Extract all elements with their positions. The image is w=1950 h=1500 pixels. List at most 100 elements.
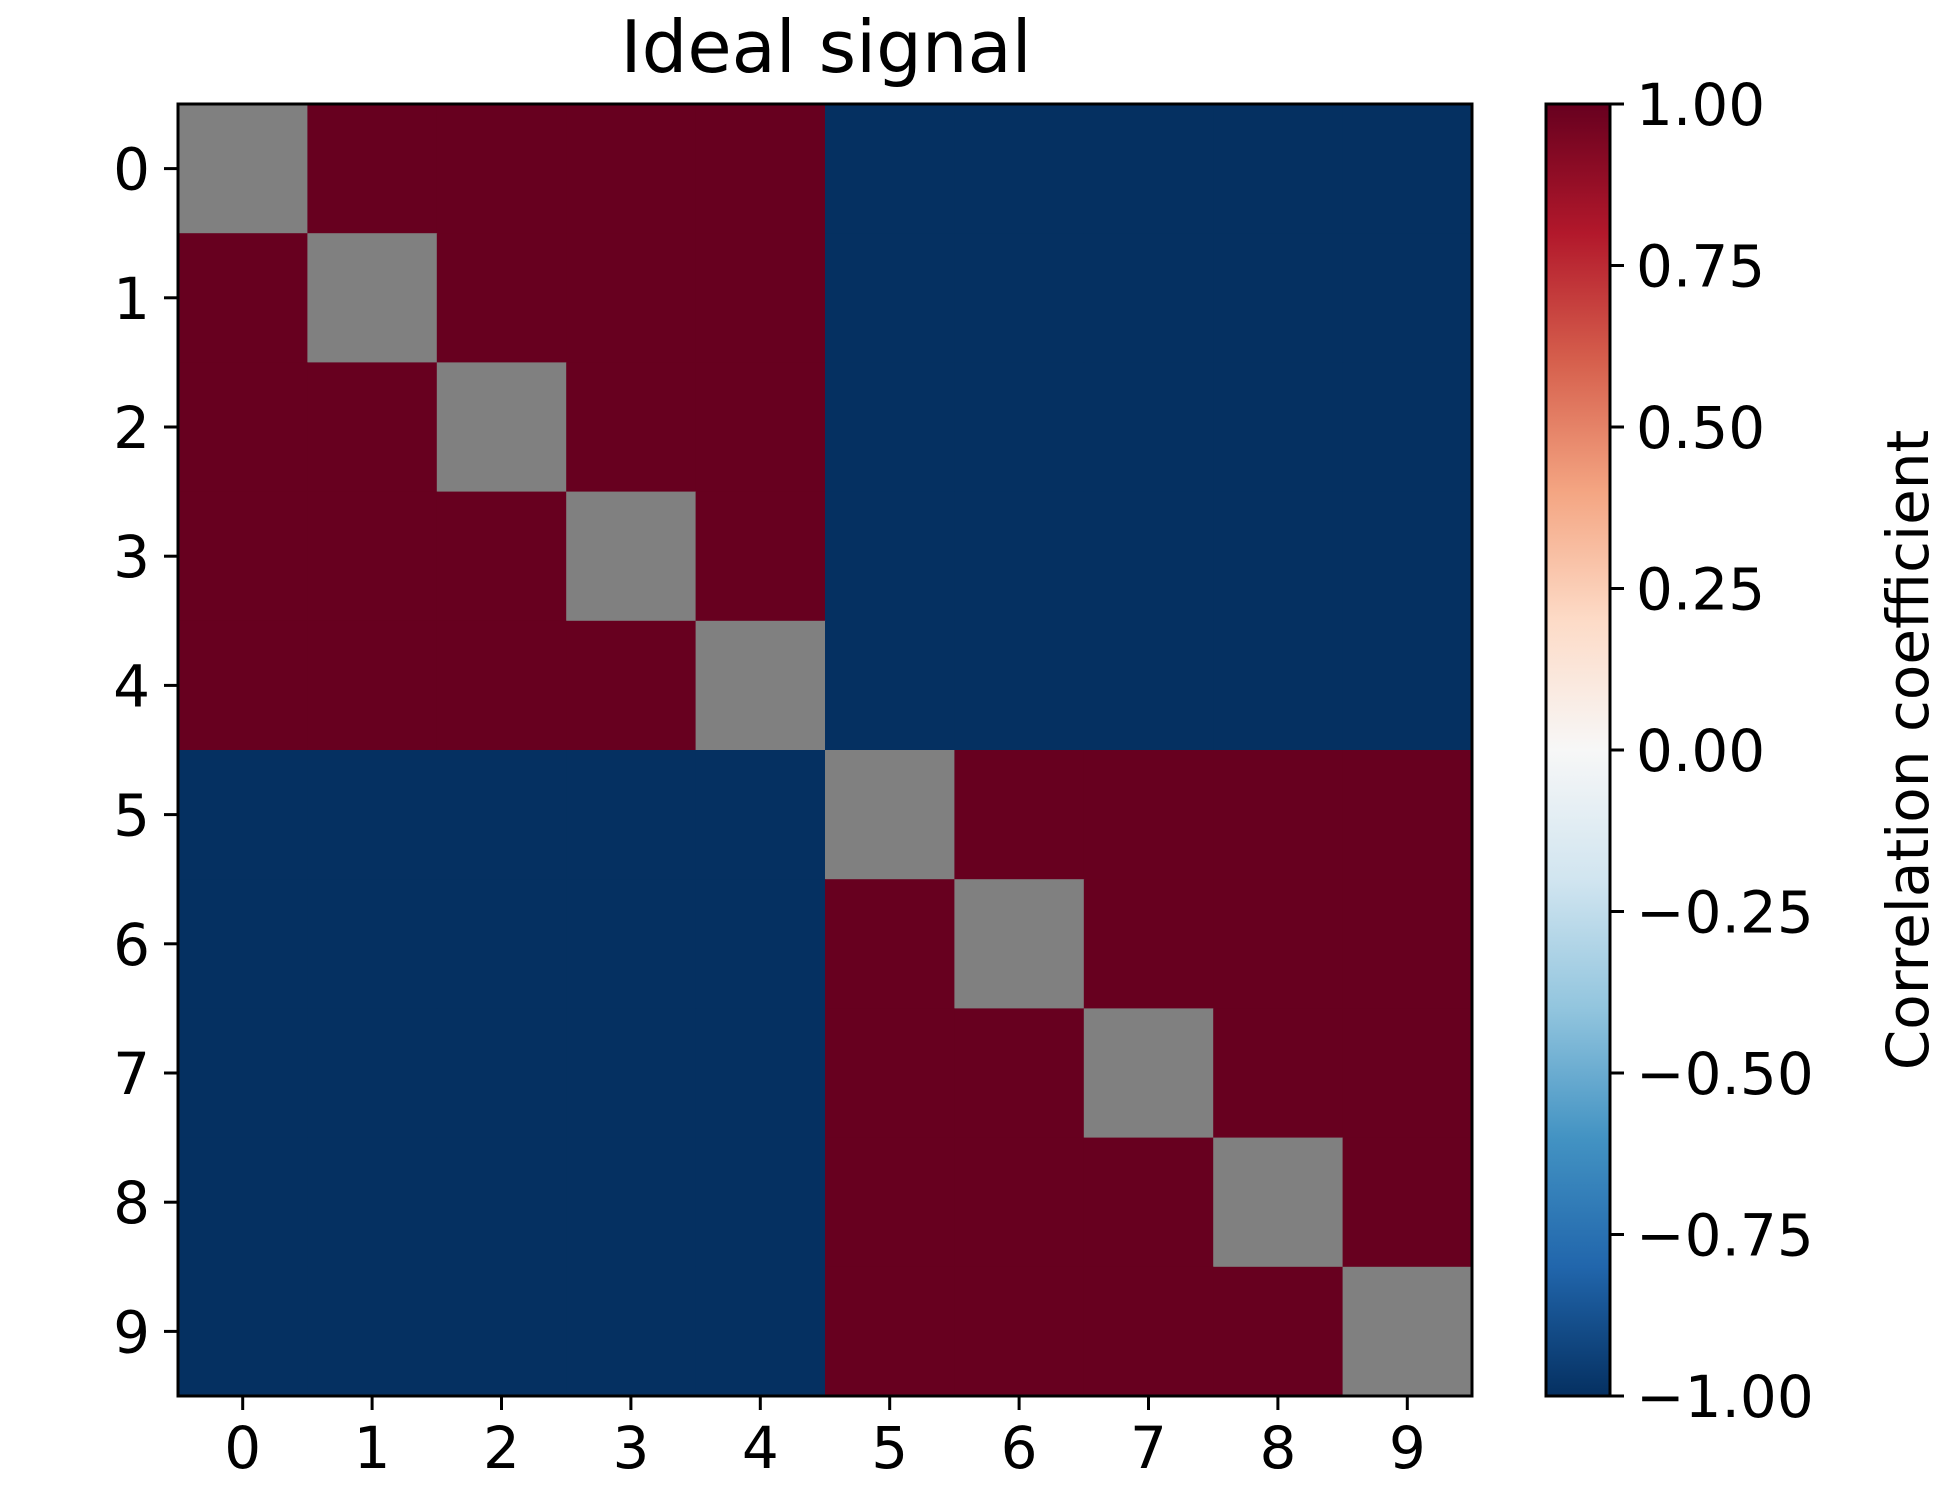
heatmap-cell [178,362,308,493]
heatmap-cell [1083,879,1214,1009]
heatmap-cell [436,1008,567,1139]
heatmap-cell [178,1266,308,1397]
y-axis: 0 1 2 3 4 5 6 7 8 9 [113,136,178,1366]
chart-title: Ideal signal [620,5,1031,89]
heatmap-cell-missing [178,104,308,234]
heatmap-cell [307,104,438,234]
colorbar-tick-label: −0.75 [1636,1202,1814,1270]
x-tick-label: 0 [224,1414,261,1482]
heatmap-cell [566,750,697,880]
heatmap-cell [566,362,697,493]
heatmap-cell [307,362,438,493]
heatmap-cell [954,1137,1085,1268]
heatmap-cell [436,750,567,880]
heatmap-cell [307,620,438,751]
y-tick-label: 6 [113,911,150,979]
heatmap-cell [825,104,955,234]
heatmap-cell [1213,362,1344,493]
heatmap-cells [178,104,1473,1397]
heatmap-cell [436,1137,567,1268]
heatmap-cell [954,104,1085,234]
y-tick-label: 7 [113,1040,150,1108]
heatmap-cell [954,1266,1085,1397]
heatmap-cell [178,879,308,1009]
x-tick-label: 9 [1389,1414,1426,1482]
colorbar-tick-label: −0.50 [1636,1040,1814,1108]
heatmap-cell [825,491,955,622]
colorbar-tick-label: 0.50 [1636,394,1765,462]
y-tick-label: 3 [113,523,150,591]
heatmap-cell [825,1008,955,1139]
heatmap-cell [695,750,826,880]
heatmap-cell [436,491,567,622]
y-tick-label: 1 [113,265,150,333]
heatmap-cell [1342,750,1473,880]
heatmap-cell [1213,1008,1344,1139]
heatmap-cell [695,104,826,234]
heatmap-cell [178,620,308,751]
x-tick-label: 5 [871,1414,908,1482]
heatmap-cell [695,233,826,363]
heatmap-cell [178,491,308,622]
colorbar-label: Correlation coefficient [1874,430,1942,1071]
heatmap-cell [695,1008,826,1139]
colorbar-tick-label: 0.00 [1636,717,1765,785]
heatmap-cell [1213,491,1344,622]
heatmap-cell [954,362,1085,493]
heatmap-cell [1083,104,1214,234]
heatmap-cell [436,1266,567,1397]
heatmap-cell-missing [1213,1137,1344,1268]
y-tick-label: 9 [113,1298,150,1366]
heatmap-cell [436,233,567,363]
heatmap-cell [178,750,308,880]
heatmap-cell [954,620,1085,751]
heatmap-cell [436,879,567,1009]
heatmap-cell [307,1266,438,1397]
x-tick-label: 6 [1001,1414,1038,1482]
heatmap-cell [1213,879,1344,1009]
heatmap-cell [1342,1008,1473,1139]
heatmap-cell [436,620,567,751]
heatmap-cell [695,1137,826,1268]
y-tick-label: 2 [113,394,150,462]
heatmap-cell [1213,104,1344,234]
heatmap-cell [1342,1137,1473,1268]
heatmap-cell [1083,491,1214,622]
heatmap-cell [1083,362,1214,493]
heatmap-cell [954,750,1085,880]
heatmap-cell [566,879,697,1009]
heatmap-cell [825,233,955,363]
x-axis: 0 1 2 3 4 5 6 7 8 9 [224,1396,1426,1482]
colorbar-tick-label: 0.75 [1636,233,1765,301]
heatmap-cell [566,104,697,234]
heatmap-cell [1083,1137,1214,1268]
x-tick-label: 4 [742,1414,779,1482]
heatmap-cell [825,362,955,493]
plot-frame [176,102,1474,1398]
x-tick-label: 7 [1130,1414,1167,1482]
heatmap-cell [566,1137,697,1268]
heatmap-cell [1083,1266,1214,1397]
heatmap-cell [1342,233,1473,363]
x-tick-label: 2 [483,1414,520,1482]
heatmap-cell [307,1008,438,1139]
heatmap-cell [954,233,1085,363]
colorbar-tick-label: 1.00 [1636,71,1765,139]
heatmap-cell [954,1008,1085,1139]
colorbar-tick-label: 0.25 [1636,556,1765,624]
heatmap-cell [436,104,567,234]
heatmap-cell [178,233,308,363]
heatmap-cell-missing [1342,1266,1473,1397]
heatmap-cell [695,1266,826,1397]
heatmap-cell [1342,491,1473,622]
colorbar-ticks: 1.00 0.75 0.50 0.25 0.00 −0.25 −0.50 −0.75 −1.00 [1610,71,1814,1431]
heatmap-cell [1342,620,1473,751]
heatmap-cell [307,879,438,1009]
y-tick-label: 8 [113,1169,150,1237]
heatmap-cell [566,1008,697,1139]
heatmap-cell-missing [307,233,438,363]
heatmap-cell [566,620,697,751]
heatmap-cell-missing [695,620,826,751]
colorbar-tick-label: −0.25 [1636,879,1814,947]
x-tick-label: 3 [612,1414,649,1482]
